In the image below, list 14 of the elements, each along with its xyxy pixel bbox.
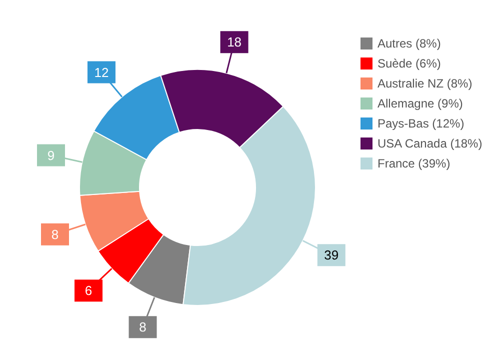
legend-label: Allemagne (9%) — [378, 96, 463, 110]
legend-label: Pays-Bas (12%) — [378, 116, 464, 130]
data-label: 6 — [84, 283, 92, 298]
data-label: 8 — [139, 320, 146, 335]
legend-label: Autres (8%) — [378, 36, 441, 50]
legend-label: Suède (6%) — [378, 56, 441, 70]
data-label: 39 — [324, 248, 339, 263]
legend-label: Australie NZ (8%) — [378, 76, 472, 90]
legend-label: France (39%) — [378, 156, 450, 170]
data-label: 12 — [94, 64, 109, 80]
data-label: 8 — [51, 226, 59, 242]
legend-label: USA Canada (18%) — [378, 136, 482, 150]
data-label: 18 — [227, 34, 242, 50]
data-label: 9 — [47, 148, 55, 163]
